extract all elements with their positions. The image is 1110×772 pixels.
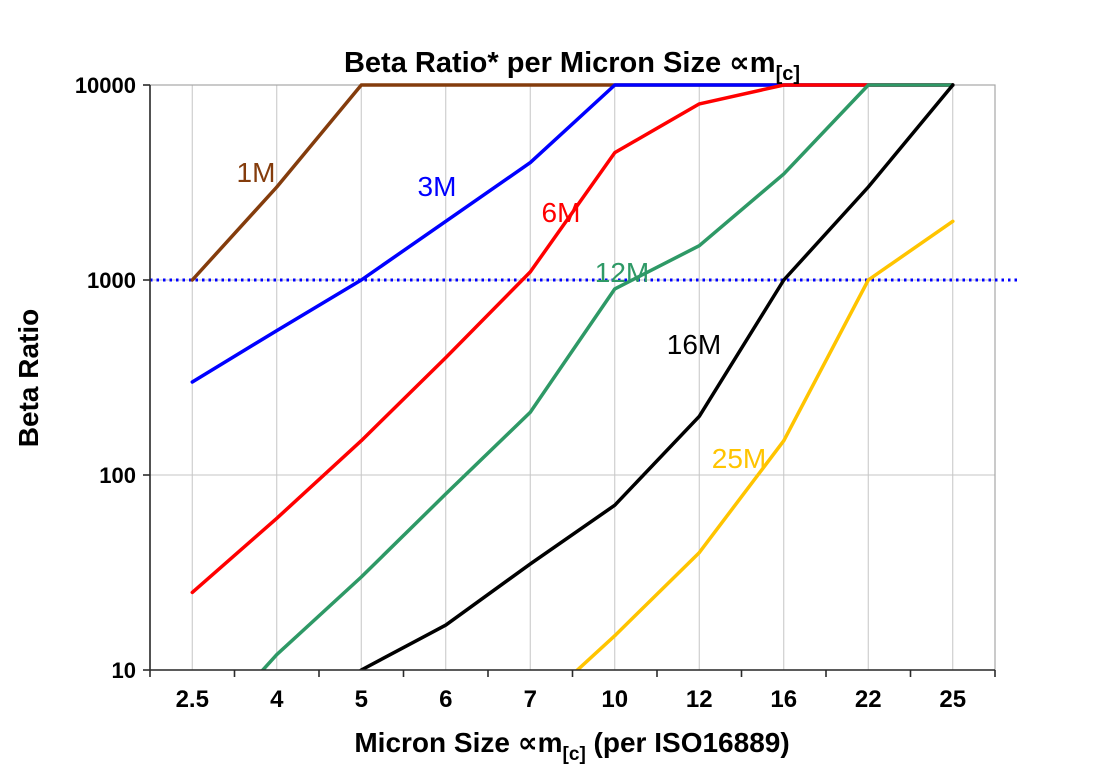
x-axis-title: Micron Size ∝m[c] (per ISO16889): [354, 727, 789, 765]
series-line-16M: [358, 83, 955, 670]
y-tick-label: 10000: [75, 73, 136, 98]
x-tick-label: 25: [939, 686, 966, 713]
x-tick-label: 12: [686, 686, 713, 713]
x-tick-label: 16: [770, 686, 797, 713]
series-line-6M: [190, 83, 955, 595]
series-lines: [190, 83, 955, 670]
chart-title-subscript: [c]: [776, 63, 800, 85]
y-axis-title: Beta Ratio: [13, 309, 44, 447]
x-axis-title-subscript: [c]: [563, 744, 586, 765]
series-label-1M: 1M: [237, 157, 276, 188]
y-tick-label: 100: [99, 463, 136, 488]
series-label-16M: 16M: [667, 329, 721, 360]
series-label-25M: 25M: [712, 443, 766, 474]
chart-title: Beta Ratio* per Micron Size ∝m[c]: [344, 47, 800, 85]
x-tick-label: 6: [439, 686, 452, 713]
series-labels: 1M 3M 6M 12M 16M 25M: [237, 157, 767, 474]
series-line-12M: [260, 83, 955, 670]
series-line-25M: [574, 219, 955, 670]
series-label-3M: 3M: [418, 171, 457, 202]
x-tick-label: 7: [524, 686, 537, 713]
tick-labels: 10 100 1000 10000 2.5 4 5 6 7 10 12 16 22 25: [75, 73, 966, 713]
series-label-6M: 6M: [542, 197, 581, 228]
x-tick-label: 10: [601, 686, 628, 713]
y-tick-label: 1000: [87, 268, 136, 293]
series-label-12M: 12M: [595, 257, 649, 288]
x-tick-label: 5: [355, 686, 368, 713]
x-tick-label: 22: [855, 686, 882, 713]
x-tick-label: 4: [270, 686, 284, 713]
axes: [143, 84, 996, 677]
y-tick-label: 10: [112, 658, 136, 683]
x-tick-label: 2.5: [176, 686, 209, 713]
